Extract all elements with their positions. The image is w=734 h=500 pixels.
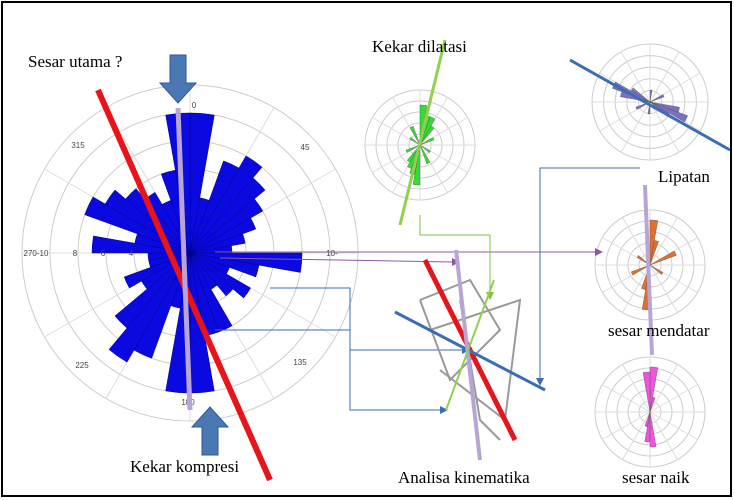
- label: sesar mendatar: [608, 321, 710, 340]
- ring-label: 8: [73, 249, 78, 258]
- axis-label: 10-: [326, 249, 338, 258]
- page: 045135180225315270-1010-864 Sesar utama …: [0, 0, 734, 500]
- label: Sesar utama ?: [28, 52, 122, 71]
- axis-label: 135: [293, 358, 307, 367]
- label: Analisa kinematika: [398, 468, 530, 487]
- label: Lipatan: [658, 167, 710, 186]
- label: sesar naik: [622, 468, 690, 487]
- axis-label: 270-10: [24, 249, 49, 258]
- diagram: 045135180225315270-1010-864 Sesar utama …: [0, 0, 734, 500]
- label: Kekar dilatasi: [372, 37, 467, 56]
- label: Kekar kompresi: [130, 457, 239, 476]
- axis-label: 315: [71, 141, 85, 150]
- axis-label: 0: [192, 101, 197, 110]
- axis-label: 225: [75, 361, 89, 370]
- ring-label: 4: [129, 249, 134, 258]
- ring-label: 6: [101, 249, 106, 258]
- axis-label: 45: [301, 143, 310, 152]
